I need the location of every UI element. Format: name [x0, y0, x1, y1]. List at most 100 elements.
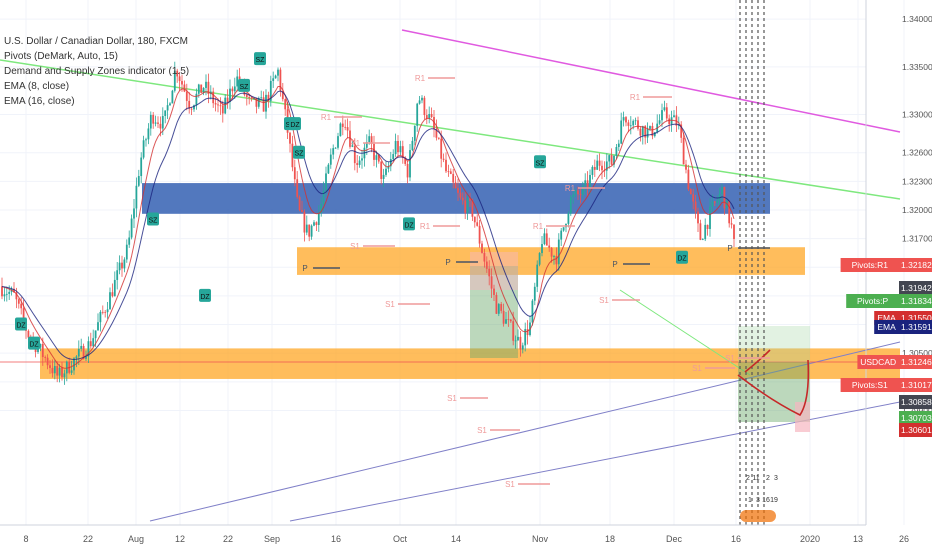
- candle-body: [197, 84, 200, 94]
- candle-body: [99, 311, 102, 323]
- candle-body: [349, 130, 351, 147]
- candle-body: [531, 300, 534, 323]
- candle-body: [586, 180, 589, 189]
- candle-body: [380, 161, 383, 179]
- zone-marker-text: SZ: [256, 57, 266, 64]
- candle-body: [545, 233, 548, 246]
- candle-body: [620, 120, 623, 144]
- candle-body: [75, 356, 78, 359]
- candle-body: [541, 244, 543, 254]
- candle-body: [142, 140, 145, 158]
- candle-body: [188, 100, 191, 109]
- candle-body: [200, 84, 203, 93]
- chart-overlays: 2 11 2 31 3 16 19: [470, 0, 810, 525]
- ema-16-line: [1, 90, 735, 361]
- candle-body: [265, 94, 267, 112]
- candle-body: [269, 80, 272, 101]
- candle-body: [526, 329, 529, 336]
- blue-trend: [149, 341, 901, 522]
- candle-body: [257, 98, 260, 107]
- candle-body: [596, 160, 599, 170]
- candle-body: [17, 299, 20, 304]
- candle-body: [229, 88, 231, 102]
- price-tag-value-bg: [899, 320, 932, 334]
- zone-marker-badge: [676, 250, 688, 264]
- candle-body: [440, 138, 443, 159]
- candle-body: [325, 173, 327, 191]
- candle-body: [313, 222, 315, 226]
- candle-body: [317, 212, 320, 225]
- candle-body: [365, 142, 368, 148]
- candle-body: [219, 105, 222, 107]
- candle-body: [15, 292, 18, 300]
- x-tick-label: Aug: [128, 534, 144, 544]
- candle-body: [334, 147, 337, 149]
- candle-body: [166, 105, 169, 111]
- candle-body: [53, 366, 56, 374]
- zone-marker-text: DZ: [200, 294, 210, 301]
- candle-body: [593, 166, 596, 170]
- candle-body: [629, 125, 632, 127]
- candle-body: [524, 329, 527, 346]
- candle-body: [447, 171, 450, 173]
- candle-body: [658, 120, 661, 124]
- candle-body: [351, 145, 354, 147]
- candle-body: [289, 132, 291, 144]
- candle-body: [457, 188, 459, 193]
- x-tick-label: 12: [175, 534, 185, 544]
- y-tick-label: 1.34000: [902, 14, 932, 24]
- candle-body: [301, 210, 303, 212]
- candle-body: [555, 256, 558, 265]
- candle-body: [449, 171, 452, 174]
- candle-body: [644, 126, 647, 138]
- x-tick-label: Nov: [532, 534, 549, 544]
- event-label: 3: [756, 497, 760, 504]
- zone-marker-text: DZ: [16, 323, 26, 330]
- candle-body: [404, 157, 407, 164]
- price-tag-value-bg: [899, 395, 932, 409]
- candle-body: [567, 213, 570, 224]
- candle-body: [416, 103, 419, 126]
- candle-body: [109, 292, 111, 310]
- candle-body: [680, 124, 683, 138]
- candle-body: [589, 174, 591, 189]
- candle-body: [574, 190, 577, 195]
- demand-zone: [40, 348, 900, 379]
- candle-body: [687, 169, 690, 190]
- candle-body: [361, 158, 363, 161]
- candle-body: [425, 115, 428, 119]
- price-tag-value-bg: [899, 355, 932, 369]
- candle-body: [514, 340, 517, 342]
- price-tag-value-bg: [899, 281, 932, 295]
- study-ema-16[interactable]: EMA (16, close): [4, 96, 75, 107]
- study-ema-8[interactable]: EMA (8, close): [4, 81, 70, 92]
- price-tag-label-bg: [846, 294, 899, 308]
- candle-body: [505, 319, 507, 324]
- candle-body: [617, 143, 620, 148]
- candle-body: [615, 147, 618, 156]
- candle-body: [591, 166, 594, 175]
- candle-body: [430, 114, 433, 117]
- candle-body: [521, 345, 524, 350]
- candle-body: [392, 154, 395, 160]
- candle-body: [466, 198, 469, 213]
- pivot-labels: R1 R1 R1 R1 R1 R1 R1 P P P P S1 S1 S1 S1 S1 S1 S1 S1: [302, 74, 770, 489]
- candle-body: [49, 365, 51, 368]
- study-zones[interactable]: Demand and Supply Zones indicator (1.5): [4, 66, 190, 77]
- x-tick-label: 13: [853, 534, 863, 544]
- study-pivots[interactable]: Pivots (DeMark, Auto, 15): [4, 51, 118, 62]
- candle-body: [478, 225, 481, 244]
- candle-body: [485, 261, 488, 269]
- symbol-title[interactable]: U.S. Dollar / Canadian Dollar, 180, FXCM: [4, 36, 188, 47]
- price-tag-value: 1.31017: [901, 380, 932, 390]
- candle-body: [377, 155, 380, 162]
- magenta-trend: [401, 29, 901, 133]
- candle-body: [375, 155, 378, 160]
- candle-body: [423, 97, 426, 116]
- candle-body: [154, 122, 157, 124]
- pivot-label: R1: [533, 222, 544, 231]
- candle-body: [452, 173, 455, 183]
- candle-body: [149, 114, 152, 129]
- candle-body: [310, 225, 313, 237]
